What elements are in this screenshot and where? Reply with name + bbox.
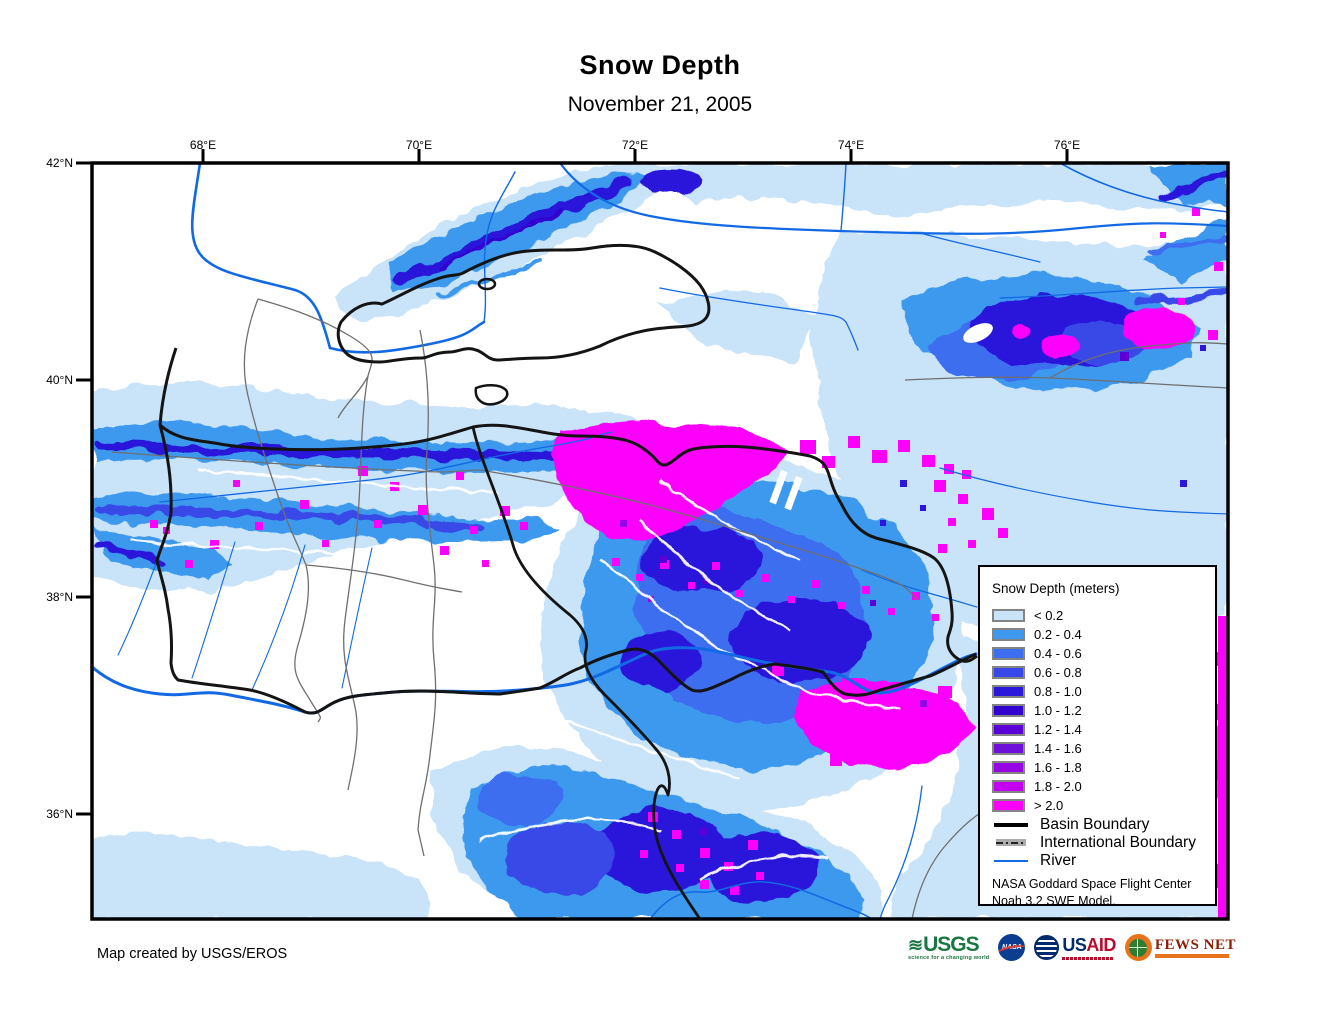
legend-swatch	[992, 628, 1025, 641]
source-line-2: Noah 3.2 SWE Model.	[992, 893, 1116, 908]
nasa-logo-icon: NASA	[998, 934, 1026, 962]
axis-label-68e: 68°E	[189, 138, 217, 152]
legend: Snow Depth (meters) < 0.2 0.2 - 0.4 0.4 …	[978, 565, 1217, 909]
axis-label-72e: 72°E	[621, 138, 649, 152]
usgs-logo: ≋ USGS science for a changing world	[908, 934, 989, 962]
legend-item: 0.6 - 0.8	[992, 663, 1215, 682]
legend-international-boundary: International Boundary	[992, 834, 1215, 851]
legend-swatch	[992, 704, 1025, 717]
lake-and-glacier-gaps	[769, 323, 993, 511]
legend-item: 0.8 - 1.0	[992, 682, 1215, 701]
fews-net-tagline-bar	[1154, 953, 1229, 958]
legend-basin-boundary: Basin Boundary	[992, 816, 1215, 833]
legend-item: 0.2 - 0.4	[992, 625, 1215, 644]
legend-item: < 0.2	[992, 606, 1215, 625]
agency-logos: ≋ USGS science for a changing world NASA…	[908, 934, 1236, 962]
usgs-tagline: science for a changing world	[907, 955, 990, 961]
legend-swatch	[992, 780, 1025, 793]
legend-swatch	[992, 723, 1025, 736]
legend-swatch	[992, 685, 1025, 698]
legend-swatch	[992, 761, 1025, 774]
international-boundary-line-sample	[992, 839, 1030, 846]
fews-net-logo: FEWS NET	[1124, 934, 1236, 962]
legend-item: > 2.0	[992, 796, 1215, 815]
axis-label-70e: 70°E	[405, 138, 433, 152]
usgs-wordmark: USGS	[923, 933, 980, 956]
usaid-tagline-bar	[1062, 956, 1115, 960]
legend-swatch	[992, 666, 1025, 679]
axis-label-40n: 40°N	[46, 373, 73, 387]
legend-item: 0.4 - 0.6	[992, 644, 1215, 663]
map-frame	[90, 161, 1230, 921]
axis-label-42n: 42°N	[46, 156, 73, 170]
basin-boundary-line-sample	[992, 822, 1030, 827]
legend-river: River	[992, 852, 1215, 869]
legend-source: NASA Goddard Space Flight Center Noah 3.…	[992, 876, 1215, 909]
usaid-wordmark-us: US	[1062, 934, 1087, 955]
axis-label-74e: 74°E	[837, 138, 865, 152]
usaid-logo: USAID	[1034, 934, 1116, 961]
legend-item: 1.2 - 1.4	[992, 720, 1215, 739]
legend-swatch	[992, 647, 1025, 660]
fews-net-globe-icon	[1124, 934, 1152, 962]
source-line-1: NASA Goddard Space Flight Center	[992, 877, 1192, 891]
legend-item: 1.6 - 1.8	[992, 758, 1215, 777]
legend-swatch	[992, 742, 1025, 755]
page-title: Snow Depth	[579, 50, 741, 80]
legend-swatch	[992, 799, 1025, 812]
usaid-emblem-icon	[1034, 935, 1060, 961]
axis-ticks	[76, 149, 1069, 816]
axis-label-38n: 38°N	[46, 590, 73, 604]
legend-item: 1.0 - 1.2	[992, 701, 1215, 720]
basin-boundary-layer	[155, 243, 978, 919]
map-credit: Map created by USGS/EROS	[97, 946, 288, 962]
fews-net-wordmark: FEWS NET	[1154, 936, 1236, 953]
axis-label-36n: 36°N	[46, 807, 73, 821]
nasa-wordmark: NASA	[1001, 944, 1022, 952]
legend-swatch	[992, 609, 1025, 622]
usgs-waves-icon: ≋	[907, 935, 923, 955]
page-subtitle: November 21, 2005	[567, 93, 753, 116]
legend-title: Snow Depth (meters)	[992, 581, 1120, 596]
legend-item: 1.4 - 1.6	[992, 739, 1215, 758]
axis-label-76e: 76°E	[1053, 138, 1081, 152]
river-line-sample	[992, 859, 1030, 862]
legend-item: 1.8 - 2.0	[992, 777, 1215, 796]
usaid-wordmark-aid: AID	[1086, 934, 1116, 955]
